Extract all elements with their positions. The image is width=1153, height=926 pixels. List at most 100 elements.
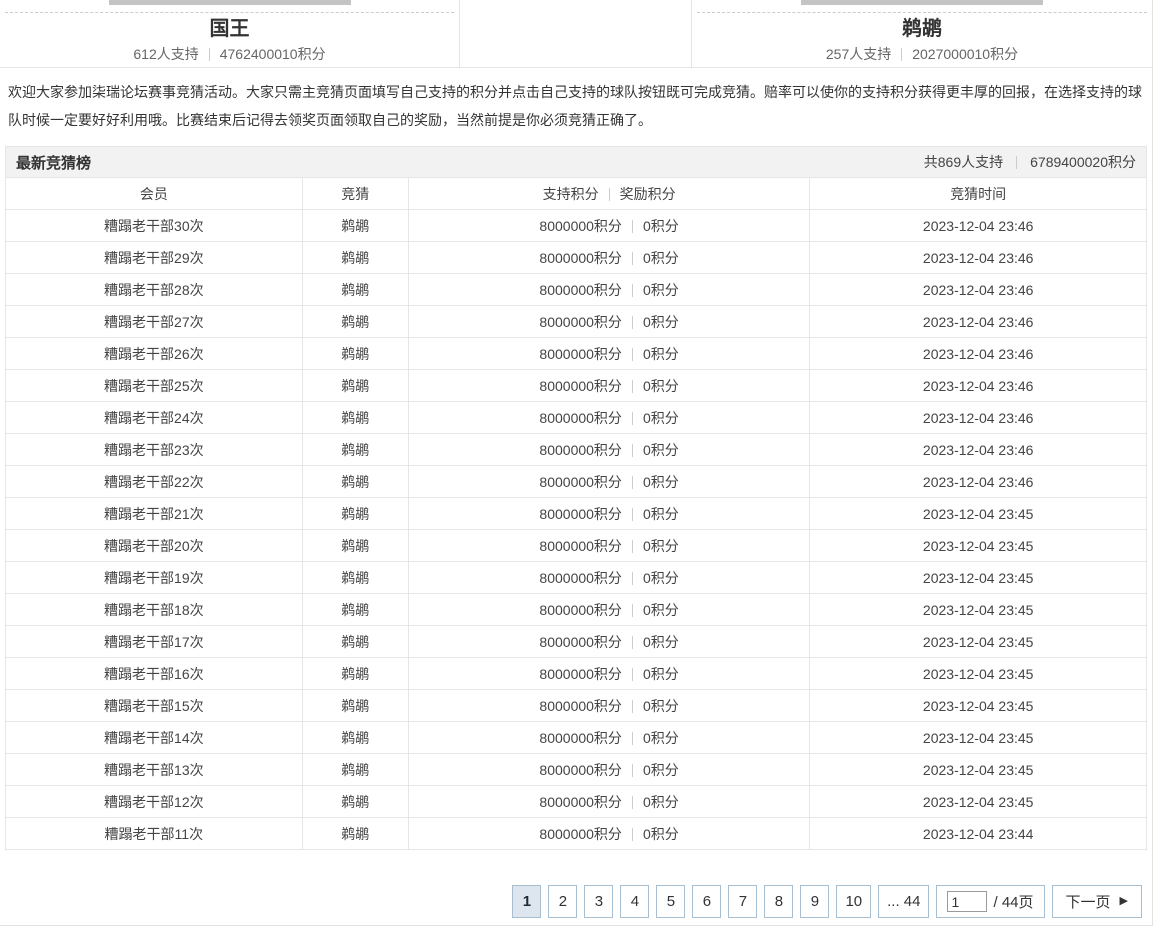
support-points: 8000000积分 — [539, 409, 622, 426]
cell-points: 8000000积分 0积分 — [407, 273, 811, 306]
page-button-current[interactable]: 1 — [512, 885, 542, 918]
page-button[interactable]: 4 — [620, 885, 650, 918]
reward-points: 0积分 — [642, 569, 679, 586]
cell-member: 糟蹋老干部12次 — [5, 785, 303, 818]
support-ratio-bar-left — [108, 0, 351, 5]
table-row: 糟蹋老干部15次 鹈鹕 8000000积分 0积分 2023-12-04 23:45 — [5, 689, 1147, 722]
divider — [631, 827, 633, 841]
table-row: 糟蹋老干部20次 鹈鹕 8000000积分 0积分 2023-12-04 23:45 — [5, 529, 1147, 562]
support-points: 8000000积分 — [539, 345, 622, 362]
cell-bet: 鹈鹕 — [301, 401, 409, 434]
reward-points: 0积分 — [642, 601, 679, 618]
support-points: 8000000积分 — [539, 729, 622, 746]
match-header: 国王 612人支持 4762400010积分 鹈鹕 257人支持 202700001… — [0, 0, 1152, 68]
table-row: 糟蹋老干部23次 鹈鹕 8000000积分 0积分 2023-12-04 23:46 — [5, 433, 1147, 466]
cell-time: 2023-12-04 23:45 — [809, 625, 1147, 658]
team-points-right: 2027000010积分 — [912, 46, 1019, 62]
cell-time: 2023-12-04 23:45 — [809, 721, 1147, 754]
team-points-left: 4762400010积分 — [219, 46, 326, 62]
cell-time: 2023-12-04 23:45 — [809, 529, 1147, 562]
support-points: 8000000积分 — [539, 505, 622, 522]
cell-member: 糟蹋老干部14次 — [5, 721, 303, 754]
support-points: 8000000积分 — [539, 665, 622, 682]
table-row: 糟蹋老干部13次 鹈鹕 8000000积分 0积分 2023-12-04 23:45 — [5, 753, 1147, 786]
cell-time: 2023-12-04 23:45 — [809, 753, 1147, 786]
team-stats-left: 612人支持 4762400010积分 — [5, 44, 454, 64]
total-points: 6789400020积分 — [1030, 154, 1136, 170]
column-header-points: 支持积分 奖励积分 — [407, 177, 811, 210]
cell-bet: 鹈鹕 — [301, 497, 409, 530]
page-button[interactable]: 7 — [728, 885, 758, 918]
page-button[interactable]: 3 — [584, 885, 614, 918]
cell-member: 糟蹋老干部21次 — [5, 497, 303, 530]
divider — [608, 187, 610, 201]
divider — [631, 347, 633, 361]
divider — [631, 411, 633, 425]
cell-member: 糟蹋老干部27次 — [5, 305, 303, 338]
cell-points: 8000000积分 0积分 — [407, 561, 811, 594]
table-row: 糟蹋老干部26次 鹈鹕 8000000积分 0积分 2023-12-04 23:46 — [5, 337, 1147, 370]
cell-points: 8000000积分 0积分 — [407, 593, 811, 626]
divider — [631, 283, 633, 297]
table-row: 糟蹋老干部17次 鹈鹕 8000000积分 0积分 2023-12-04 23:45 — [5, 625, 1147, 658]
divider — [631, 667, 633, 681]
column-header-member: 会员 — [5, 177, 303, 210]
divider — [1016, 156, 1018, 169]
page-button[interactable]: 10 — [836, 885, 872, 918]
table-row: 糟蹋老干部30次 鹈鹕 8000000积分 0积分 2023-12-04 23:46 — [5, 209, 1147, 242]
cell-points: 8000000积分 0积分 — [407, 401, 811, 434]
cell-member: 糟蹋老干部22次 — [5, 465, 303, 498]
page-button[interactable]: 8 — [764, 885, 794, 918]
support-points: 8000000积分 — [539, 697, 622, 714]
support-points: 8000000积分 — [539, 377, 622, 394]
page-button[interactable]: 9 — [800, 885, 830, 918]
cell-member: 糟蹋老干部15次 — [5, 689, 303, 722]
cell-time: 2023-12-04 23:45 — [809, 657, 1147, 690]
cell-bet: 鹈鹕 — [301, 753, 409, 786]
page-button-last[interactable]: ... 44 — [878, 885, 930, 918]
cell-bet: 鹈鹕 — [301, 433, 409, 466]
cell-points: 8000000积分 0积分 — [407, 369, 811, 402]
reward-points: 0积分 — [642, 505, 679, 522]
cell-bet: 鹈鹕 — [301, 241, 409, 274]
table-row: 糟蹋老干部21次 鹈鹕 8000000积分 0积分 2023-12-04 23:45 — [5, 497, 1147, 530]
reward-points: 0积分 — [642, 537, 679, 554]
support-points: 8000000积分 — [539, 313, 622, 330]
cell-member: 糟蹋老干部30次 — [5, 209, 303, 242]
cell-time: 2023-12-04 23:45 — [809, 561, 1147, 594]
reward-points: 0积分 — [642, 665, 679, 682]
cell-time: 2023-12-04 23:45 — [809, 593, 1147, 626]
cell-points: 8000000积分 0积分 — [407, 753, 811, 786]
cell-points: 8000000积分 0积分 — [407, 817, 811, 850]
divider — [631, 635, 633, 649]
column-header-bet: 竞猜 — [301, 177, 409, 210]
cell-member: 糟蹋老干部18次 — [5, 593, 303, 626]
support-ratio-bar-right — [801, 0, 1043, 5]
page-button[interactable]: 2 — [548, 885, 578, 918]
divider — [631, 731, 633, 745]
cell-member: 糟蹋老干部19次 — [5, 561, 303, 594]
support-points: 8000000积分 — [539, 441, 622, 458]
cell-bet: 鹈鹕 — [301, 689, 409, 722]
page-jump-input[interactable] — [947, 891, 988, 912]
team-supporters-left: 612人支持 — [133, 46, 199, 62]
reward-points: 0积分 — [642, 441, 679, 458]
cell-points: 8000000积分 0积分 — [407, 657, 811, 690]
reward-points: 0积分 — [642, 473, 679, 490]
team-name-left: 国王 — [209, 18, 250, 40]
page-button[interactable]: 5 — [656, 885, 686, 918]
total-supporters: 共869人支持 — [923, 154, 1004, 170]
reward-points: 0积分 — [642, 313, 679, 330]
reward-points: 0积分 — [642, 729, 679, 746]
page-button[interactable]: 6 — [692, 885, 722, 918]
divider — [631, 795, 633, 809]
cell-member: 糟蹋老干部23次 — [5, 433, 303, 466]
cell-bet: 鹈鹕 — [301, 209, 409, 242]
support-points: 8000000积分 — [539, 633, 622, 650]
reward-points: 0积分 — [642, 633, 679, 650]
vs-area — [460, 0, 692, 67]
right-arrow-icon: ▶ — [1119, 895, 1128, 907]
next-page-button[interactable]: 下一页 ▶ — [1051, 885, 1142, 918]
support-points: 8000000积分 — [539, 281, 622, 298]
reward-points: 0积分 — [642, 217, 679, 234]
